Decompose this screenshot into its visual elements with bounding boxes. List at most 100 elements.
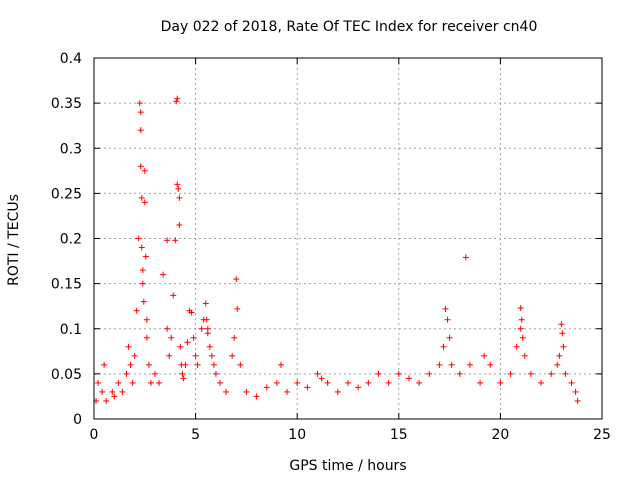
data-point <box>518 316 525 323</box>
data-point <box>192 352 199 359</box>
data-point <box>365 379 372 386</box>
data-point <box>143 316 150 323</box>
data-point <box>137 127 144 134</box>
data-point <box>466 361 473 368</box>
data-point <box>263 384 270 391</box>
grid-lines <box>94 58 602 419</box>
data-point <box>180 375 187 382</box>
data-point <box>127 361 134 368</box>
data-point <box>141 167 148 174</box>
data-point <box>143 334 150 341</box>
data-point <box>554 361 561 368</box>
y-tick-label: 0.3 <box>60 141 82 157</box>
x-tick-label: 15 <box>390 427 408 443</box>
data-point <box>141 199 148 206</box>
data-point <box>538 379 545 386</box>
data-point <box>142 253 149 260</box>
data-point <box>548 370 555 377</box>
data-point <box>173 98 180 105</box>
data-point <box>164 325 171 332</box>
x-tick-label: 25 <box>593 427 611 443</box>
data-point <box>184 339 191 346</box>
data-point <box>140 298 147 305</box>
data-point <box>99 388 106 395</box>
data-point <box>277 361 284 368</box>
data-point <box>135 235 142 242</box>
data-point <box>137 163 144 170</box>
chart-title: Day 022 of 2018, Rate Of TEC Index for r… <box>161 19 538 35</box>
data-point <box>188 309 195 316</box>
data-point <box>426 370 433 377</box>
data-point <box>562 370 569 377</box>
data-point <box>345 379 351 386</box>
data-point <box>304 384 311 391</box>
data-point <box>234 305 241 312</box>
data-point <box>446 334 453 341</box>
x-tick-label: 10 <box>288 427 306 443</box>
data-point <box>497 379 504 386</box>
data-point <box>174 181 181 188</box>
data-point <box>156 379 163 386</box>
data-point <box>203 316 210 323</box>
data-point <box>416 379 423 386</box>
tick-labels: 0 5 10 15 20 25 0 0.05 0.1 0.15 0.2 0.25 0.3 0.35 0.4 <box>51 51 611 443</box>
y-tick-label: 0.4 <box>60 51 82 67</box>
data-point <box>177 343 184 350</box>
data-point <box>568 379 575 386</box>
data-point <box>109 388 116 395</box>
x-tick-label: 5 <box>191 427 200 443</box>
data-point <box>284 388 291 395</box>
data-point <box>560 343 567 350</box>
x-tick-label: 20 <box>491 427 509 443</box>
y-tick-label: 0.25 <box>51 186 82 202</box>
data-point <box>294 379 301 386</box>
data-point <box>198 325 205 332</box>
data-point <box>204 330 211 337</box>
data-point <box>145 361 152 368</box>
y-tick-label: 0.1 <box>60 322 82 338</box>
x-axis-label: GPS time / hours <box>289 458 406 474</box>
data-point <box>513 343 520 350</box>
data-point <box>182 361 189 368</box>
data-point <box>477 379 484 386</box>
data-point <box>574 397 581 404</box>
data-point <box>456 370 463 377</box>
data-point <box>233 276 240 283</box>
data-point <box>175 185 182 192</box>
data-point <box>405 375 412 382</box>
y-tick-label: 0.15 <box>51 277 82 293</box>
data-point <box>558 321 565 328</box>
data-point <box>139 280 146 287</box>
data-point <box>559 330 566 337</box>
data-point <box>115 379 122 386</box>
data-point <box>487 361 494 368</box>
data-point <box>125 343 132 350</box>
data-point <box>129 379 136 386</box>
data-point <box>507 370 514 377</box>
data-point <box>170 292 177 299</box>
data-point <box>111 393 118 400</box>
data-point <box>210 361 217 368</box>
data-point <box>172 237 179 244</box>
data-point <box>324 379 331 386</box>
data-point <box>123 370 130 377</box>
data-point <box>314 370 321 377</box>
data-point <box>273 379 280 386</box>
data-point <box>216 379 223 386</box>
data-point <box>160 271 167 278</box>
data-point <box>136 100 143 107</box>
y-tick-label: 0.05 <box>51 367 82 383</box>
data-point <box>190 334 197 341</box>
data-point <box>176 221 183 228</box>
data-point <box>517 304 524 311</box>
data-point <box>139 267 146 274</box>
data-point <box>436 361 443 368</box>
data-point <box>208 352 215 359</box>
data-point <box>481 352 488 359</box>
data-points <box>93 95 581 404</box>
y-tick-label: 0 <box>73 412 82 428</box>
data-point <box>444 316 451 323</box>
data-point <box>231 334 238 341</box>
